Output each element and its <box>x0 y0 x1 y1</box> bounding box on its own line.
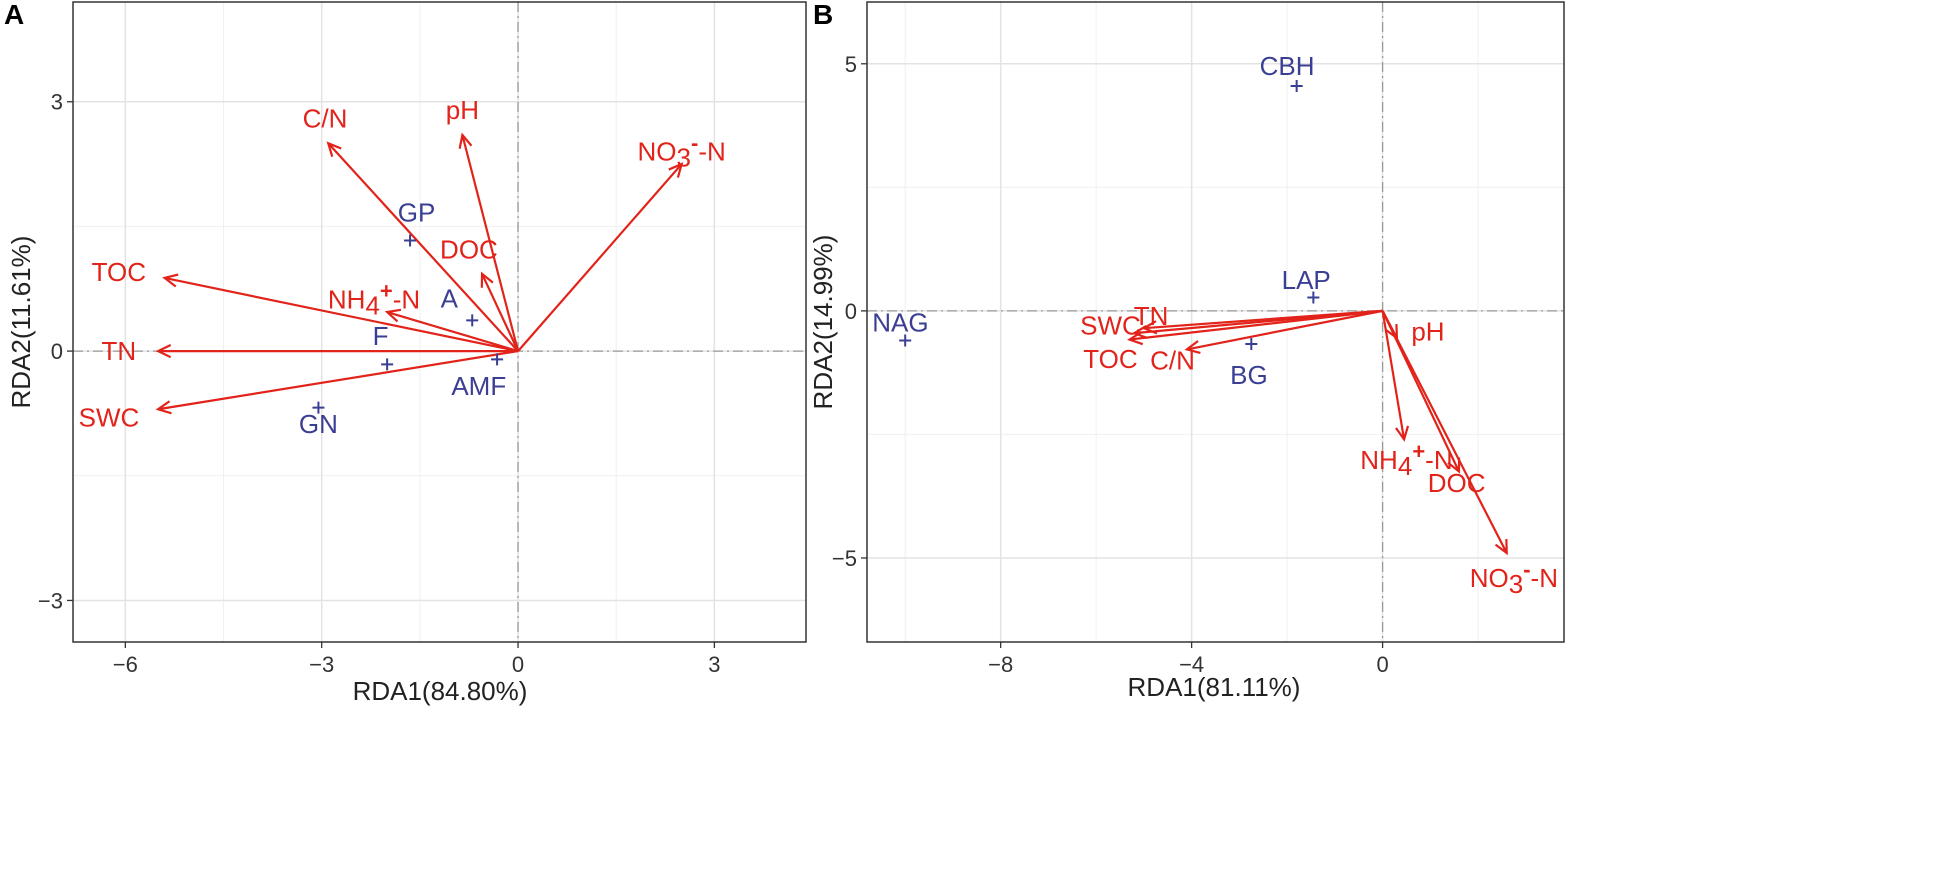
arrowhead <box>1395 425 1410 442</box>
x-tick-label: 0 <box>512 652 524 677</box>
panel-B: −8 −4 0 −5 0 5 RDA1(81.11%) RDA2(14.99%) B TNSWCT… <box>808 0 1565 702</box>
arrowhead <box>162 273 179 288</box>
x-tick-label: −8 <box>988 652 1013 677</box>
point-label: GP <box>398 197 436 227</box>
arrow-label: DOC <box>440 235 498 265</box>
arrowhead <box>1494 539 1508 556</box>
point-nag <box>899 334 912 347</box>
point-label: GN <box>299 409 338 439</box>
arrowhead <box>326 141 342 158</box>
arrowhead <box>668 162 684 178</box>
arrow-label: NH4+-N <box>328 279 420 321</box>
y-axis-label: RDA2(14.99%) <box>808 235 838 410</box>
arrow-cn <box>1186 309 1383 351</box>
plot-border <box>866 1 1565 643</box>
point-lap <box>1307 291 1320 304</box>
arrowhead <box>1184 340 1201 355</box>
arrow-label: NO3--N <box>638 131 726 173</box>
arrow-label: TOC <box>1083 344 1137 374</box>
y-tick-label: −5 <box>832 546 857 571</box>
x-tick-label: −4 <box>1179 652 1204 677</box>
arrowhead <box>1131 324 1148 340</box>
panel-tag: A <box>4 0 24 30</box>
point-a <box>466 314 479 327</box>
arrowhead <box>384 308 402 323</box>
point-amf <box>491 353 504 366</box>
arrow-no3 <box>517 163 683 352</box>
arrow-label: C/N <box>303 103 348 133</box>
arrow-label: TOC <box>92 257 146 287</box>
arrow-ph <box>461 134 520 352</box>
arrow-toc <box>1129 309 1383 341</box>
arrowhead <box>458 132 473 149</box>
x-axis-label: RDA1(84.80%) <box>353 676 528 706</box>
x-tick-label: 3 <box>708 652 720 677</box>
arrow-label: pH <box>1411 317 1444 347</box>
arrow-cn <box>327 142 519 352</box>
panel-A: −6 −3 0 3 −3 0 3 RDA1(84.80%) RDA2(11.61%) A C/N pH… <box>4 0 807 706</box>
point-bg <box>1245 337 1258 350</box>
arrow-swc <box>157 350 519 411</box>
arrow-nh4 <box>1381 310 1406 440</box>
point-label: AMF <box>451 371 506 401</box>
arrowhead <box>155 344 172 359</box>
point-label: LAP <box>1282 265 1331 295</box>
arrowhead <box>480 271 494 288</box>
point-label: CBH <box>1260 51 1315 81</box>
point-label: BG <box>1230 360 1268 390</box>
arrowhead <box>155 400 172 415</box>
point-f <box>381 358 394 371</box>
y-axis-label: RDA2(11.61%) <box>6 236 36 409</box>
y-tick-label: 3 <box>51 90 63 115</box>
point-gp <box>404 234 417 247</box>
point-label: NAG <box>872 308 928 338</box>
point-label: F <box>373 321 389 351</box>
y-tick-label: −3 <box>38 588 63 613</box>
y-tick-label: 5 <box>845 52 857 77</box>
arrow-label: TN <box>101 336 136 366</box>
arrow-label: C/N <box>1150 345 1195 375</box>
x-tick-label: −3 <box>309 652 334 677</box>
plot-background <box>73 2 806 642</box>
x-tick-label: −6 <box>113 652 138 677</box>
arrow-nh4 <box>386 310 519 353</box>
arrow-toc <box>164 276 519 353</box>
arrow-label: NO3--N <box>1470 557 1558 599</box>
arrow-label: pH <box>446 95 479 125</box>
arrow-label: SWC <box>79 403 140 433</box>
y-tick-label: 0 <box>845 299 857 324</box>
plot-border <box>72 1 807 643</box>
x-tick-label: 0 <box>1376 652 1388 677</box>
y-tick-label: 0 <box>51 339 63 364</box>
arrowhead <box>1127 331 1144 346</box>
point-gn <box>312 401 325 414</box>
arrow-no3 <box>1381 310 1508 554</box>
x-axis-label: RDA1(81.11%) <box>1128 672 1301 702</box>
arrow-label: TN <box>1134 301 1169 331</box>
arrow-label: SWC <box>1080 311 1141 341</box>
point-cbh <box>1290 80 1303 93</box>
point-label: A <box>441 284 459 314</box>
arrow-doc <box>481 273 520 352</box>
panel-tag: B <box>813 0 833 30</box>
